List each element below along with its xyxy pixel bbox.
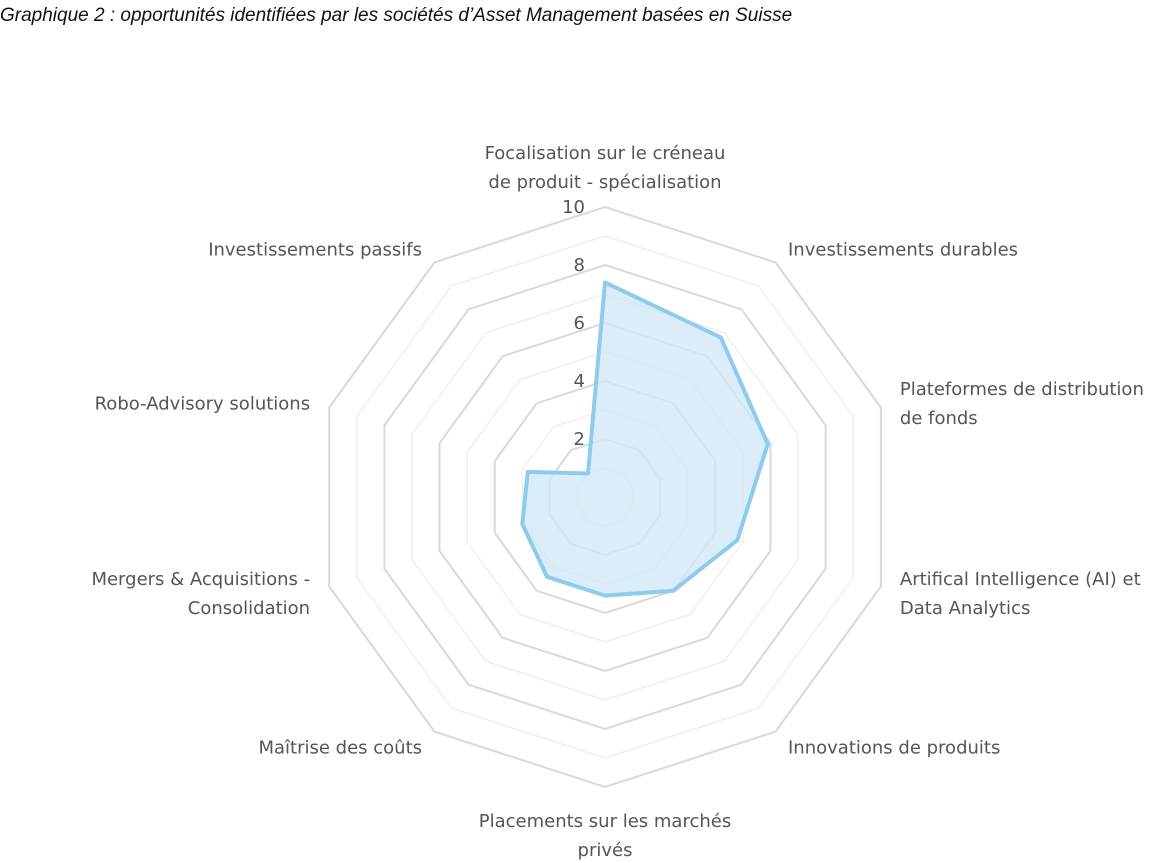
axis-label-9: Investissements passifs	[208, 239, 422, 260]
radar-axis-labels: Focalisation sur le créneau de produit - …	[91, 143, 1143, 861]
axis-label-0: Focalisation sur le créneau de produit - …	[485, 143, 726, 193]
chart-title: Graphique 2 : opportunités identifiées p…	[0, 5, 793, 26]
axis-label-2: Plateformes de distribution de fonds	[900, 379, 1144, 429]
axis-label-6: Maîtrise des coûts	[258, 738, 422, 759]
radar-series	[520, 280, 770, 598]
grid-ring-8	[383, 263, 827, 731]
grid-ring-10	[328, 205, 882, 789]
tick-label-6: 6	[574, 313, 585, 334]
radar-grid	[328, 205, 882, 789]
tick-label-2: 2	[574, 429, 585, 450]
tick-label-8: 8	[574, 255, 585, 276]
radar-tick-labels: 2 4 6 8 10	[562, 197, 585, 450]
axis-label-3: Artifical Intelligence (AI) et Data Analy…	[900, 569, 1141, 619]
axis-label-8: Robo-Advisory solutions	[95, 393, 310, 414]
tick-label-10: 10	[562, 197, 585, 218]
grid-ring-9	[356, 235, 854, 759]
axis-label-7: Mergers & Acquisitions -Consolidation	[91, 569, 310, 619]
axis-label-4: Innovations de produits	[788, 738, 1000, 759]
axis-label-5: Placements sur les marchés privés	[479, 811, 731, 861]
tick-label-4: 4	[574, 371, 585, 392]
series-area-0	[520, 280, 770, 598]
grid-ring-7	[411, 293, 799, 701]
axis-label-1: Investissements durables	[788, 239, 1018, 260]
